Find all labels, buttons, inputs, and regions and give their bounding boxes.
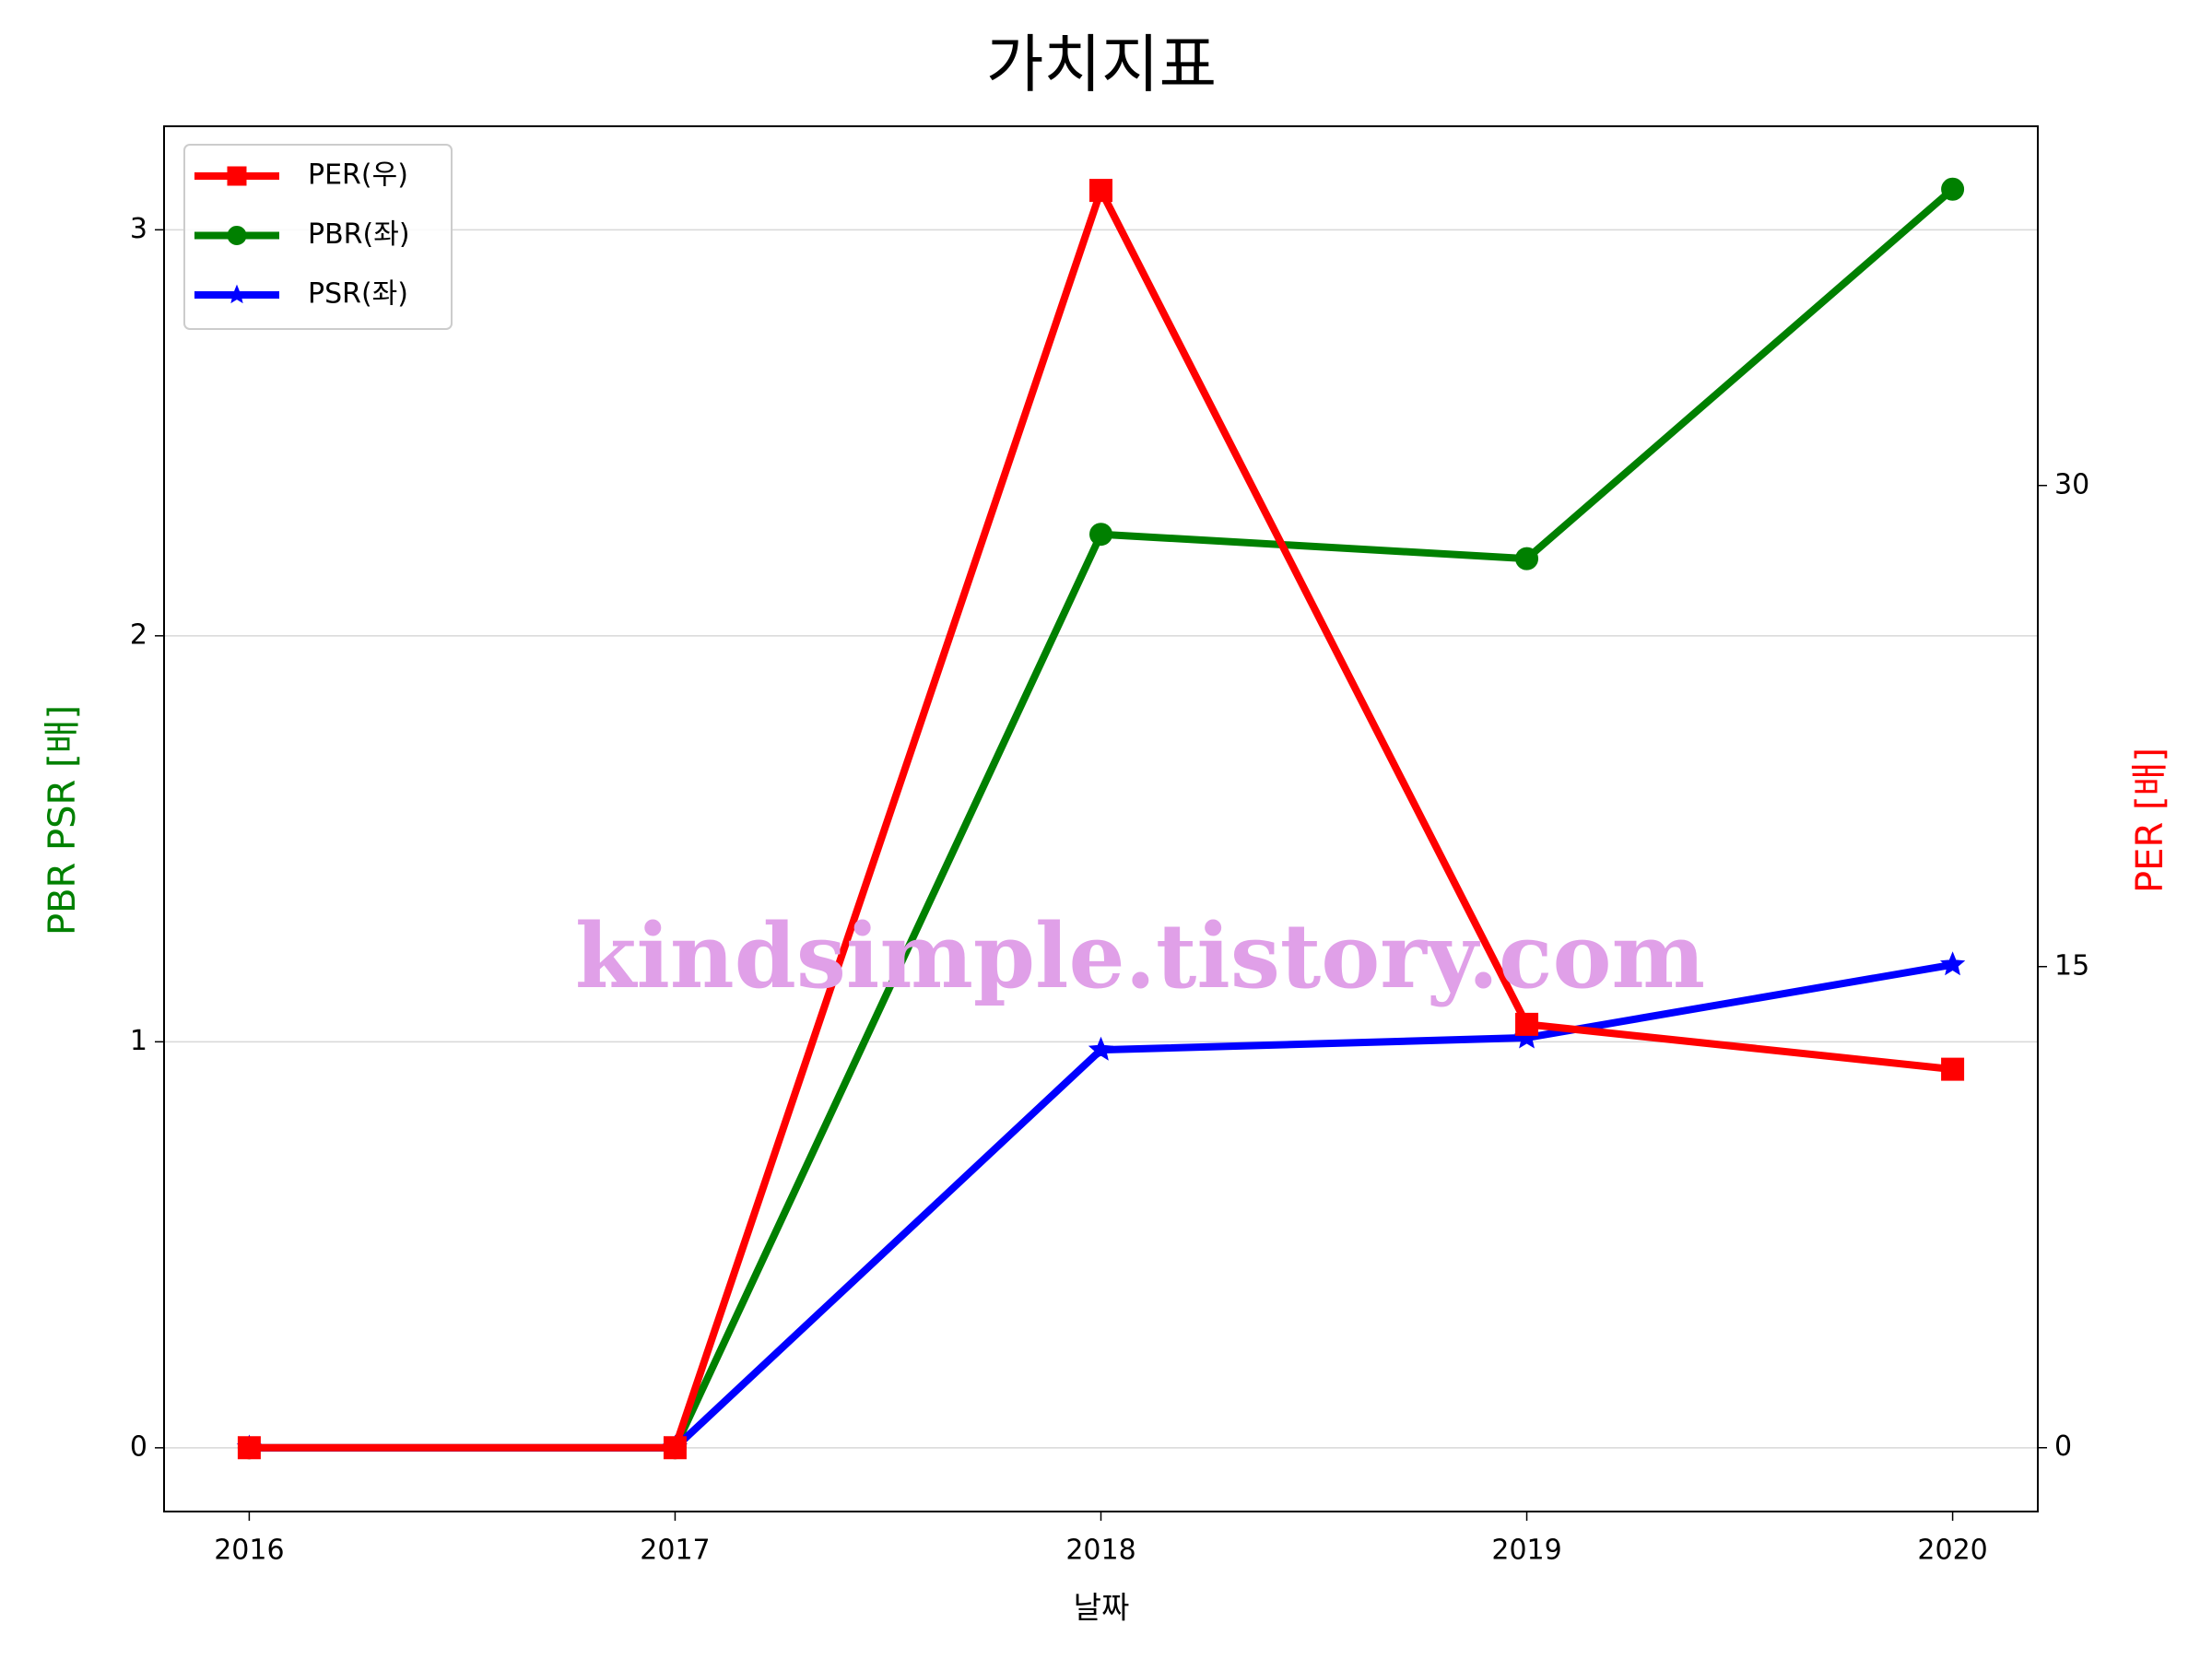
legend-marker [227,166,247,186]
y-axis-label: PBR PSR [배] [41,705,84,935]
data-point [1939,951,1966,976]
data-point [1089,523,1112,547]
y-tick-label: 3 [130,213,147,245]
y2-tick-label: 15 [2054,949,2089,982]
data-point [1941,1057,1965,1081]
y-tick-label: 2 [130,618,147,651]
x-tick-label: 2020 [1917,1535,1987,1567]
chart-title: 가치지표 [986,29,1217,102]
x-tick-label: 2019 [1491,1535,1561,1567]
x-tick-label: 2018 [1065,1535,1135,1567]
x-tick-label: 2016 [214,1535,284,1567]
legend-label: PBR(좌) [308,218,410,251]
x-axis-label: 날짜 [1074,1590,1130,1626]
legend-frame [183,144,453,330]
plot-frame [163,125,2039,1512]
legend-label: PSR(좌) [308,278,408,311]
legend-marker [227,284,247,304]
data-point [1941,177,1965,201]
data-point [1089,179,1112,203]
y2-tick-label: 30 [2054,468,2089,500]
data-point [1515,1012,1539,1036]
y-tick-label: 0 [130,1430,147,1463]
legend: PER(우) PBR(좌) PSR(좌) [183,144,453,330]
y2-tick-label: 0 [2054,1430,2072,1463]
data-point [237,1436,261,1460]
legend-label: PER(우) [308,159,408,192]
watermark: kindsimple.tistory.com [575,904,1705,1008]
y-tick-label: 1 [130,1025,147,1057]
data-point [663,1436,687,1460]
y2-axis-label: PER [배] [2129,747,2171,893]
data-point [1088,1036,1114,1061]
x-tick-label: 2017 [640,1535,710,1567]
data-point [1515,547,1539,571]
legend-marker [227,226,247,245]
